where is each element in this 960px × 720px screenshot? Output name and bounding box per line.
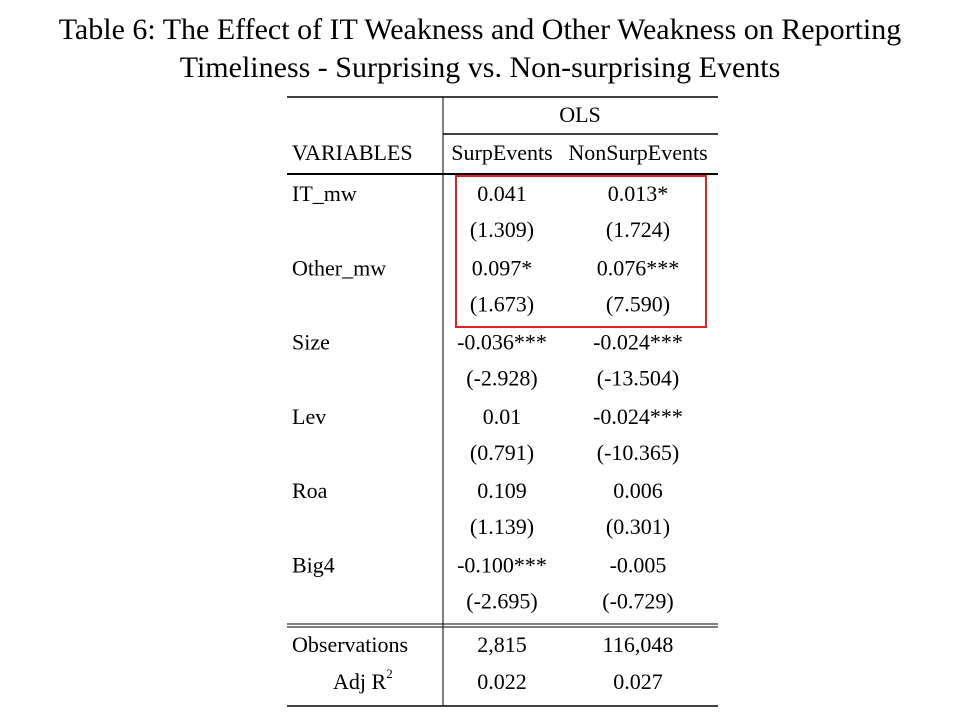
coefficient: -0.024***: [593, 330, 683, 355]
title-line: Table 6: The Effect of IT Weakness and O…: [59, 13, 902, 46]
stat-label: Observations: [292, 632, 408, 657]
group-header: OLS: [559, 102, 601, 127]
stat-value: 0.027: [613, 669, 663, 694]
t-statistic: (0.791): [470, 440, 534, 465]
highlight-box: [455, 175, 707, 328]
variable-name: Big4: [292, 553, 335, 578]
column-header: NonSurpEvents: [568, 140, 707, 165]
coefficient: -0.036***: [457, 330, 547, 355]
coefficient: 0.076***: [597, 255, 680, 280]
coefficient: -0.100***: [457, 553, 547, 578]
stat-value: 116,048: [603, 632, 674, 657]
t-statistic: (-13.504): [597, 366, 679, 391]
t-statistic: (1.673): [470, 291, 534, 316]
variable-name: Lev: [292, 404, 326, 429]
coefficient: 0.01: [483, 404, 522, 429]
stat-value: 0.022: [477, 669, 527, 694]
column-header: SurpEvents: [451, 140, 552, 165]
t-statistic: (-2.695): [466, 589, 537, 614]
t-statistic: (-2.928): [466, 366, 537, 391]
title-line: Timeliness - Surprising vs. Non-surprisi…: [180, 51, 781, 84]
coefficient: 0.013*: [608, 181, 669, 206]
t-statistic: (0.301): [606, 514, 670, 539]
t-statistic: (7.590): [606, 291, 670, 316]
coefficient: 0.006: [613, 478, 663, 503]
t-statistic: (1.724): [606, 217, 670, 242]
coefficient: -0.024***: [593, 404, 683, 429]
variable-name: IT_mw: [292, 181, 357, 206]
t-statistic: (1.139): [470, 514, 534, 539]
coefficient: 0.041: [477, 181, 527, 206]
variable-name: Size: [292, 330, 330, 355]
column-header: VARIABLES: [292, 140, 413, 165]
coefficient: 0.097*: [472, 255, 533, 280]
coefficient: 0.109: [477, 478, 527, 503]
superscript: 2: [386, 666, 393, 681]
stat-value: 2,815: [477, 632, 527, 657]
t-statistic: (1.309): [470, 217, 534, 242]
variable-name: Roa: [292, 478, 328, 503]
coefficient: -0.005: [610, 553, 667, 578]
variable-name: Other_mw: [292, 255, 386, 280]
t-statistic: (-0.729): [602, 589, 673, 614]
t-statistic: (-10.365): [597, 440, 679, 465]
stat-label-text: Adj R: [333, 669, 387, 694]
stat-label: Adj R2: [333, 666, 393, 694]
